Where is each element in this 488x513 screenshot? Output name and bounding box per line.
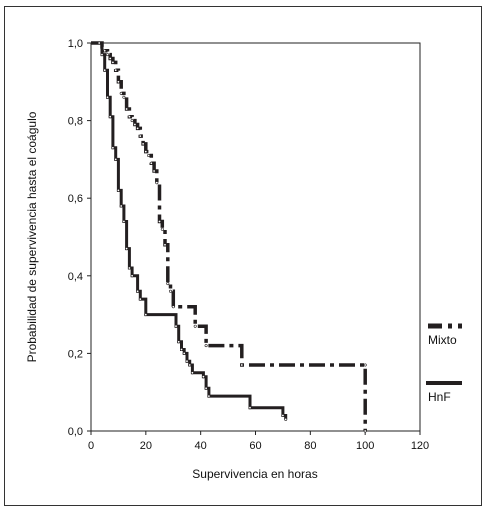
- x-tick-label: 40: [195, 440, 207, 452]
- legend: Mixto HnF: [426, 323, 462, 404]
- series-point-hnf: [248, 406, 252, 410]
- y-tick-label: 1,0: [68, 38, 83, 50]
- series-point-mixto: [152, 169, 156, 173]
- series-point-hnf: [100, 53, 104, 57]
- series-point-mixto: [166, 282, 170, 286]
- series-point-hnf: [119, 204, 123, 208]
- series-point-mixto: [155, 181, 159, 185]
- series-point-hnf: [125, 247, 129, 251]
- series-point-hnf: [116, 188, 120, 192]
- series-point-hnf: [114, 157, 118, 161]
- series-point-mixto: [125, 107, 129, 111]
- series-point-hnf: [130, 274, 134, 278]
- series-point-mixto: [240, 363, 244, 367]
- x-tick-label: 60: [249, 440, 261, 452]
- series-point-mixto: [144, 150, 148, 154]
- x-tick-label: 120: [411, 440, 429, 452]
- series-point-mixto: [158, 220, 162, 224]
- series-point-mixto: [171, 305, 175, 309]
- series-point-hnf: [127, 266, 131, 270]
- series-point-hnf: [144, 313, 148, 317]
- series-point-mixto: [147, 154, 151, 158]
- x-tick-label: 100: [356, 440, 374, 452]
- y-tick-label: 0,2: [68, 348, 83, 360]
- series-point-mixto: [193, 324, 197, 328]
- series-point-mixto: [130, 119, 134, 123]
- legend-label-hnf: HnF: [428, 390, 451, 404]
- series-point-hnf: [190, 371, 194, 375]
- series-point-mixto: [136, 126, 140, 130]
- series-point-hnf: [188, 363, 192, 367]
- series-point-mixto: [122, 95, 126, 99]
- chart-frame: [4, 6, 482, 506]
- legend-label-mixto: Mixto: [428, 333, 457, 347]
- series-point-mixto: [116, 80, 120, 84]
- series-point-hnf: [97, 41, 101, 45]
- x-tick-label: 0: [88, 440, 94, 452]
- y-tick-label: 0,6: [68, 193, 83, 205]
- series-point-hnf: [284, 417, 288, 421]
- series-point-mixto: [106, 53, 110, 57]
- series-point-hnf: [182, 351, 186, 355]
- series-point-mixto: [141, 142, 145, 146]
- x-axis-title: Supervivencia en horas: [192, 467, 317, 481]
- series-point-hnf: [138, 297, 142, 301]
- y-axis-title: Probabilidad de supervivencia hasta el c…: [25, 111, 39, 362]
- series-point-mixto: [114, 68, 118, 72]
- y-tick-label: 0,8: [68, 116, 83, 128]
- series-point-mixto: [149, 161, 153, 165]
- series-point-hnf: [174, 324, 178, 328]
- x-tick-label: 20: [140, 440, 152, 452]
- series-line-mixto: [91, 41, 367, 431]
- series-layer: [91, 41, 367, 433]
- series-line-hnf: [91, 41, 288, 420]
- y-tick-label: 0,0: [68, 426, 83, 438]
- x-axis-ticks: 0 20 40 60 80 100 120: [88, 431, 429, 452]
- x-tick-label: 80: [304, 440, 316, 452]
- plot-area: [90, 42, 421, 432]
- series-point-mixto: [133, 123, 137, 127]
- series-point-hnf: [207, 394, 211, 398]
- series-point-hnf: [185, 359, 189, 363]
- series-point-hnf: [180, 347, 184, 351]
- series-point-mixto: [169, 289, 173, 293]
- series-point-mixto: [108, 56, 112, 60]
- series-point-hnf: [204, 386, 208, 390]
- y-axis-ticks: 0,0 0,2 0,4 0,6 0,8 1,0: [68, 38, 91, 438]
- series-point-mixto: [103, 49, 107, 53]
- y-tick-label: 0,4: [68, 271, 83, 283]
- series-point-hnf: [201, 375, 205, 379]
- series-point-mixto: [363, 429, 367, 433]
- series-point-hnf: [111, 146, 115, 150]
- series-point-hnf: [122, 220, 126, 224]
- series-point-mixto: [160, 227, 164, 231]
- series-point-hnf: [106, 95, 110, 99]
- series-point-hnf: [136, 289, 140, 293]
- series-point-mixto: [111, 60, 115, 64]
- series-point-mixto: [127, 115, 131, 119]
- series-point-mixto: [119, 91, 123, 95]
- series-point-hnf: [281, 413, 285, 417]
- series-point-hnf: [108, 115, 112, 119]
- series-point-hnf: [103, 68, 107, 72]
- series-point-mixto: [163, 243, 167, 247]
- series-point-hnf: [177, 340, 181, 344]
- series-point-mixto: [363, 363, 367, 367]
- series-point-mixto: [204, 344, 208, 348]
- series-point-mixto: [138, 134, 142, 138]
